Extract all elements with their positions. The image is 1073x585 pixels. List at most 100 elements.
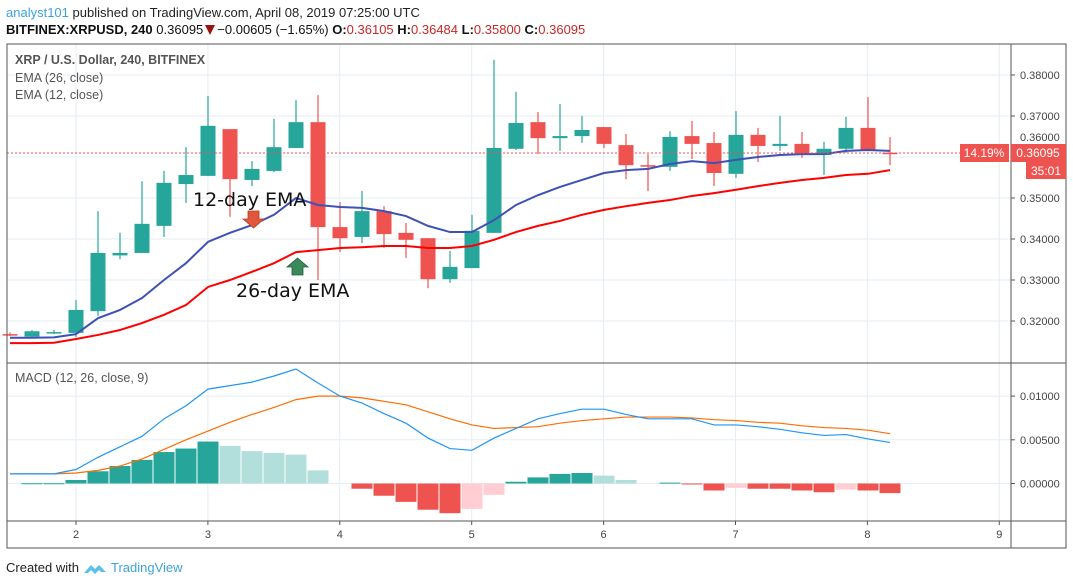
footer: Created with TradingView (6, 560, 183, 575)
histogram-bar (43, 483, 65, 485)
macd-histogram (21, 441, 901, 514)
ema26-legend[interactable]: EMA (26, close) (15, 71, 104, 85)
price-axis-label: 0.38000 (1020, 70, 1060, 82)
time-axis-label: 5 (469, 529, 475, 541)
down-arrow-icon (241, 210, 266, 229)
last-price: 0.36095 (156, 22, 204, 37)
histogram-bar (417, 483, 439, 510)
high-label: H: (397, 22, 412, 37)
histogram-bar (725, 483, 747, 488)
histogram-bar (439, 483, 461, 514)
time-axis-label: 6 (601, 529, 607, 541)
histogram-bar (153, 452, 175, 484)
macd-axis-label: 0.01000 (1020, 391, 1060, 403)
signal-line (10, 395, 891, 475)
candle-up (772, 143, 788, 146)
histogram-bar (747, 483, 769, 489)
candle-down (530, 122, 546, 139)
candle-up (178, 175, 194, 185)
candle-down (706, 143, 722, 173)
candle-up (442, 266, 458, 280)
series-legend[interactable]: XRP / U.S. Dollar, 240, BITFINEX (15, 53, 206, 67)
author-link[interactable]: analyst101 (6, 5, 69, 20)
open-label: O: (332, 22, 347, 37)
candle-down (860, 127, 876, 151)
macd-line (10, 368, 891, 475)
histogram-bar (571, 473, 593, 484)
histogram-bar (131, 459, 153, 484)
high-value: 0.36484 (411, 22, 459, 37)
price-tag-text: 0.36095 (1016, 146, 1060, 160)
histogram-bar (373, 483, 395, 496)
price-change: −0.00605 (−1.65%) (217, 22, 329, 37)
time-axis-label: 9 (996, 529, 1002, 541)
price-tag (1011, 144, 1066, 162)
ema12-legend[interactable]: EMA (12, close) (15, 88, 104, 102)
candle-down (2, 334, 18, 336)
candle-up (464, 230, 480, 269)
histogram-bar (527, 477, 549, 484)
candle-down (684, 136, 700, 144)
price-axis-label: 0.34000 (1020, 234, 1060, 246)
candle-down (310, 122, 326, 228)
candle-up (728, 134, 744, 174)
up-arrow-icon (285, 257, 310, 276)
candle-up (838, 127, 854, 149)
candle-up (266, 147, 282, 171)
histogram-bar (65, 480, 87, 484)
histogram-bar (505, 481, 527, 484)
histogram-bar (593, 475, 615, 484)
histogram-bar (21, 483, 43, 485)
candle-down (750, 134, 766, 146)
indicator-lines (10, 149, 891, 475)
histogram-bar (395, 483, 417, 502)
publish-info: analyst101 published on TradingView.com,… (6, 5, 420, 20)
ema26-line (10, 169, 891, 345)
tradingview-link[interactable]: TradingView (110, 560, 183, 575)
candle-up (574, 129, 590, 137)
candle-up (552, 136, 568, 139)
histogram-bar (197, 441, 219, 484)
histogram-bar (351, 483, 373, 489)
macd-legend[interactable]: MACD (12, 26, close, 9) (15, 371, 149, 385)
histogram-bar (241, 451, 263, 484)
histogram-bar (87, 471, 109, 484)
close-value: 0.36095 (538, 22, 586, 37)
candle-down (618, 145, 634, 166)
histogram-bar (681, 483, 703, 485)
candle-down (398, 232, 414, 240)
histogram-bar (483, 483, 505, 495)
price-axis-label: 0.35000 (1020, 193, 1060, 205)
histogram-bar (219, 445, 241, 484)
candle-up (46, 332, 62, 334)
candle-up (90, 252, 106, 312)
histogram-bar (835, 483, 857, 490)
low-value: 0.35800 (473, 22, 521, 37)
histogram-bar (461, 483, 483, 509)
histogram-bar (769, 483, 791, 489)
candle-up (354, 211, 370, 237)
time-axis-label: 7 (732, 529, 738, 541)
axes[interactable]: 0.38000 0.37000 0.36000 0.35000 0.34000 0.330… (73, 70, 1060, 541)
grid (7, 44, 1011, 521)
time-axis-label: 2 (73, 529, 79, 541)
candle-up (24, 331, 40, 337)
candle-down (882, 152, 898, 155)
histogram-bar (307, 470, 329, 484)
macd-axis-label: 0.00000 (1020, 479, 1060, 491)
histogram-bar (659, 482, 681, 484)
histogram-bar (703, 483, 725, 491)
created-with-text: Created with (6, 560, 79, 575)
candle-up (200, 125, 216, 176)
candle-up (156, 182, 172, 226)
candle-up (288, 122, 304, 148)
histogram-bar (791, 483, 813, 491)
annotation-12-day-ema: 12-day EMA (193, 189, 306, 211)
histogram-bar (109, 466, 131, 484)
histogram-bar (285, 454, 307, 484)
histogram-bar (175, 448, 197, 484)
candle-up (112, 252, 128, 256)
symbol-name: BITFINEX:XRPUSD, 240 (6, 22, 153, 37)
macd-axis-label: 0.00500 (1020, 435, 1060, 447)
